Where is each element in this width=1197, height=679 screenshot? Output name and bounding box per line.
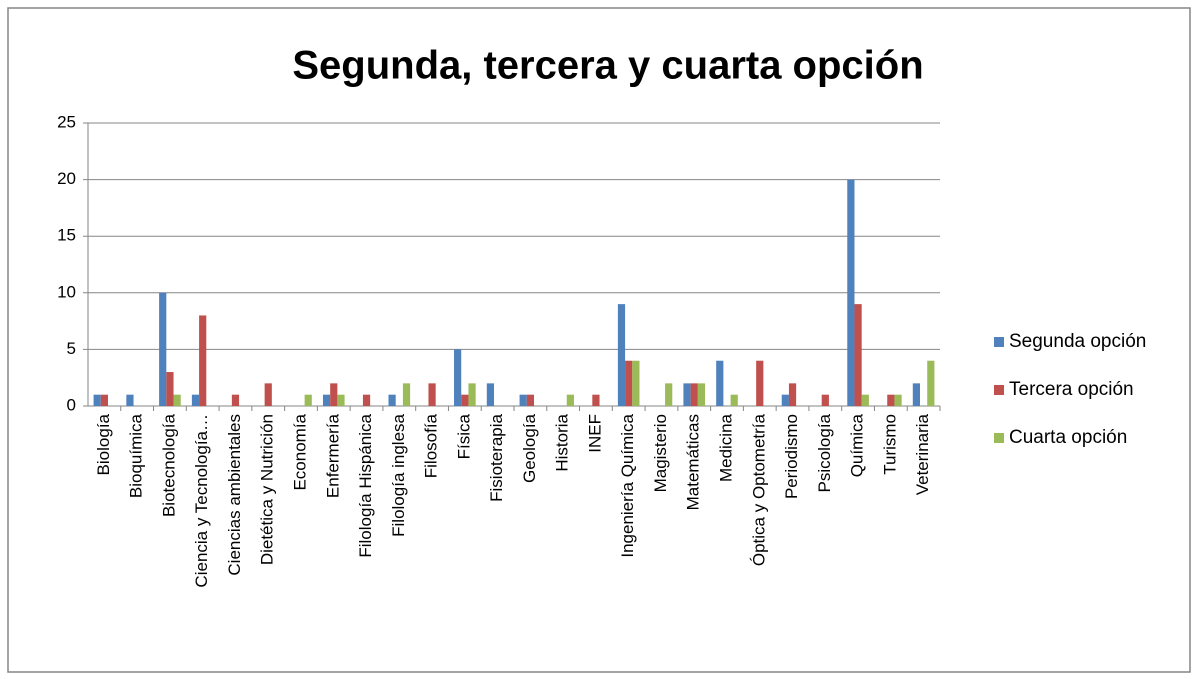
x-tick-label: Geología xyxy=(520,413,539,483)
bar xyxy=(330,383,338,406)
bar xyxy=(428,383,436,406)
bar xyxy=(847,179,855,406)
bar xyxy=(461,394,469,406)
bar xyxy=(887,394,895,406)
bar xyxy=(788,383,797,406)
x-tick-label: Óptica y Optometría xyxy=(749,413,768,566)
bar xyxy=(93,394,101,406)
bar xyxy=(173,394,181,406)
x-tick-label: Filología Hispánica xyxy=(356,413,375,557)
x-tick-label: Física xyxy=(454,413,473,459)
legend-label: Tercera opción xyxy=(1009,379,1134,400)
x-tick-label: Matemáticas xyxy=(684,414,703,510)
x-tick-label: Enfermería xyxy=(323,413,342,498)
y-tick-label: 5 xyxy=(67,339,76,358)
bar xyxy=(199,315,207,406)
bar xyxy=(566,394,574,406)
bar xyxy=(632,360,640,406)
bar xyxy=(519,394,527,406)
bar xyxy=(716,360,724,406)
bar xyxy=(861,394,869,406)
bar xyxy=(486,383,495,406)
legend-swatch xyxy=(994,433,1004,443)
bar xyxy=(592,394,600,406)
bar xyxy=(454,349,462,406)
x-tick-label: Historia xyxy=(553,413,572,471)
bar xyxy=(697,383,706,406)
legend-swatch xyxy=(994,385,1004,395)
bar xyxy=(756,360,764,406)
x-tick-label: Ciencias ambientales xyxy=(225,414,244,576)
bar xyxy=(388,394,396,406)
legend-swatch xyxy=(994,337,1004,347)
x-tick-label: Ingeniería Química xyxy=(618,413,637,557)
bar xyxy=(781,394,789,406)
x-tick-label: INEF xyxy=(585,414,604,453)
x-tick-label: Veterinaria xyxy=(913,413,932,495)
y-tick-label: 0 xyxy=(67,395,76,414)
x-tick-label: Bioquímica xyxy=(127,413,146,498)
bar xyxy=(337,394,345,406)
bar xyxy=(927,360,935,406)
y-tick-label: 25 xyxy=(57,112,76,131)
bar xyxy=(665,383,673,406)
x-tick-label: Medicina xyxy=(716,413,735,482)
x-tick-label: Magisterio xyxy=(651,414,670,492)
x-tick-label: Química xyxy=(848,413,867,477)
legend-label: Segunda opción xyxy=(1009,331,1146,352)
bar xyxy=(362,394,371,406)
x-tick-label: Periodismo xyxy=(782,414,801,499)
bar xyxy=(683,383,691,406)
legend-label: Cuarta opción xyxy=(1009,427,1127,448)
bar xyxy=(894,394,902,406)
bar xyxy=(100,394,108,406)
x-tick-label: Economía xyxy=(290,413,309,490)
y-tick-label: 20 xyxy=(57,169,76,188)
bar xyxy=(854,304,862,406)
bar xyxy=(730,394,738,406)
x-tick-label: Fisioterapia xyxy=(487,413,506,501)
y-tick-label: 10 xyxy=(57,282,76,301)
chart-title: Segunda, tercera y cuarta opción xyxy=(292,44,923,88)
bar xyxy=(821,394,829,406)
bar xyxy=(264,383,272,406)
bar xyxy=(159,292,167,406)
x-tick-label: Biotecnología xyxy=(159,413,178,517)
bar xyxy=(526,394,534,406)
bar xyxy=(690,383,698,406)
bar xyxy=(191,394,200,406)
bar xyxy=(468,383,476,406)
x-tick-label: Turismo xyxy=(880,414,899,475)
bar xyxy=(322,394,331,406)
bar xyxy=(912,383,921,406)
y-tick-label: 15 xyxy=(57,226,76,245)
bar xyxy=(166,372,174,406)
bar xyxy=(304,394,312,406)
x-tick-label: Filología inglesa xyxy=(389,413,408,536)
bar xyxy=(126,394,134,406)
bar xyxy=(402,383,411,406)
x-tick-label: Psicología xyxy=(815,413,834,492)
x-tick-label: Dietética y Nutrición xyxy=(258,414,277,565)
x-tick-label: Ciencia y Tecnología… xyxy=(192,414,211,588)
x-tick-label: Filosofía xyxy=(422,413,441,478)
bar xyxy=(617,304,626,406)
bar xyxy=(625,360,633,406)
x-tick-label: Biología xyxy=(94,413,113,475)
bar xyxy=(231,394,240,406)
